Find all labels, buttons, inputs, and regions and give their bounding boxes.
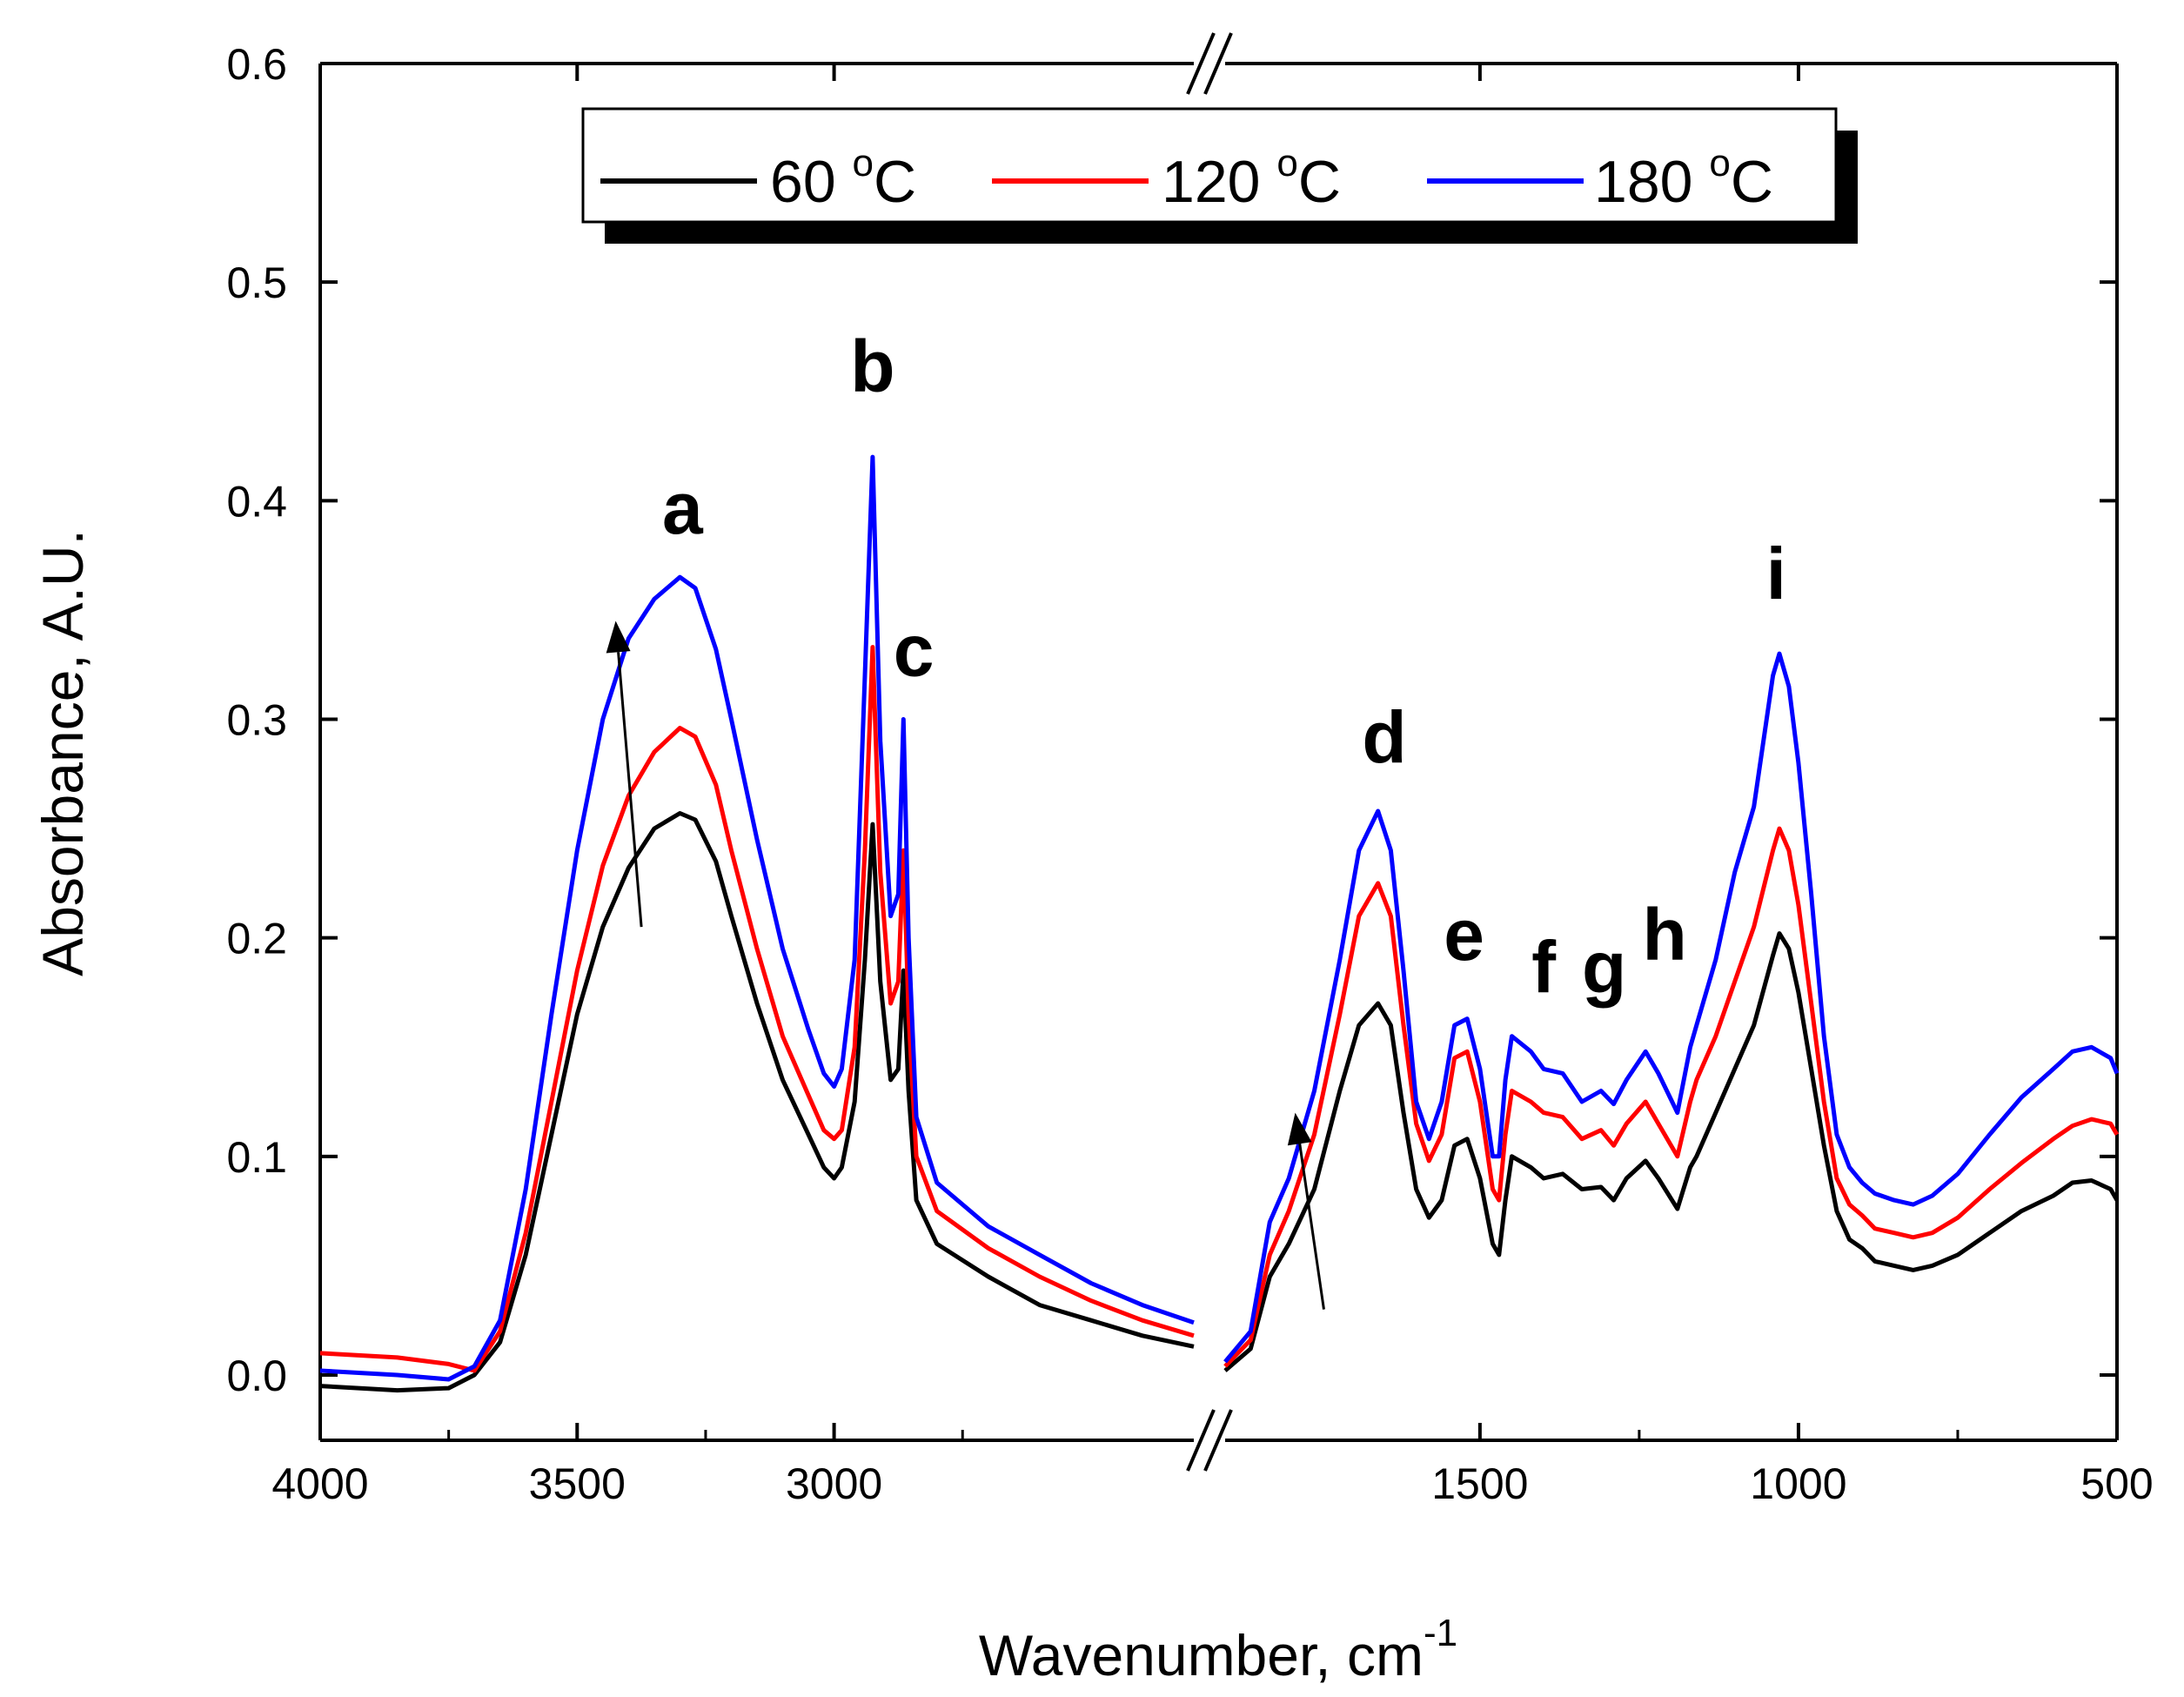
series-line-120C-right — [1223, 826, 2120, 1368]
peak-label-c: c — [894, 609, 935, 691]
ticks: 0.0 0.1 0.2 0.3 0.4 0.5 0.6 4000 3500 3000 1500 100… — [226, 40, 2153, 1508]
x-axis-title: Wavenumber, cm-1 — [979, 1612, 1457, 1687]
legend-label-120: 120 oC — [1162, 142, 1341, 215]
series-line-60C-left — [319, 811, 1195, 1393]
legend-box — [581, 107, 1838, 224]
axis-break-bottom — [1186, 1409, 1233, 1472]
plot-frame — [318, 32, 2119, 1472]
series-line-180C-left — [319, 454, 1195, 1382]
x-tick-label-500: 500 — [2080, 1459, 2153, 1508]
y-tick-label-0-2: 0.2 — [226, 915, 287, 963]
x-tick-label-1500: 1500 — [1431, 1459, 1528, 1508]
increase-arrow-d-head — [1287, 1112, 1312, 1146]
peak-label-b: b — [850, 325, 894, 407]
x-tick-label-3500: 3500 — [529, 1459, 626, 1508]
legend-label-180: 180 oC — [1594, 142, 1773, 215]
y-axis-title: Absorbance, A.U. — [30, 529, 95, 976]
increase-arrow-d — [1287, 1112, 1325, 1310]
increase-arrow-a-head — [606, 620, 631, 654]
annotations-group: a b c d e f g h i — [662, 325, 1786, 1009]
x-tick-label-1000: 1000 — [1750, 1459, 1846, 1508]
legend-label-60: 60 oC — [770, 142, 916, 215]
arrows-group — [606, 620, 1325, 1310]
peak-label-h: h — [1643, 894, 1687, 976]
series-line-60C-right — [1223, 931, 2120, 1372]
x-tick-label-3000: 3000 — [786, 1459, 882, 1508]
series-group — [319, 454, 2120, 1393]
peak-label-e: e — [1444, 894, 1484, 976]
series-line-120C-left — [319, 645, 1195, 1373]
y-tick-label-0-3: 0.3 — [226, 696, 287, 745]
peak-label-i: i — [1766, 533, 1786, 614]
increase-arrow-a — [606, 620, 643, 928]
peak-label-f: f — [1531, 926, 1557, 1008]
x-tick-label-4000: 4000 — [271, 1459, 368, 1508]
peak-label-a: a — [662, 467, 704, 549]
y-tick-label-0-1: 0.1 — [226, 1133, 287, 1182]
legend-item-120: 120 oC — [992, 142, 1341, 215]
peak-label-g: g — [1582, 926, 1626, 1008]
axis-break-top — [1186, 32, 1233, 95]
peak-label-d: d — [1362, 697, 1406, 779]
y-tick-label-0-0: 0.0 — [226, 1352, 287, 1400]
y-tick-label-0-6: 0.6 — [226, 40, 287, 89]
legend-item-60: 60 oC — [600, 142, 916, 215]
series-line-180C-right — [1223, 651, 2120, 1364]
legend-item-180: 180 oC — [1427, 142, 1773, 215]
increase-arrow-a-shaft — [617, 652, 643, 928]
increase-arrow-d-shaft — [1298, 1144, 1325, 1310]
y-tick-label-0-5: 0.5 — [226, 258, 287, 307]
y-tick-label-0-4: 0.4 — [226, 477, 287, 526]
legend: 60 oC 120 oC 180 oC — [581, 107, 1858, 244]
